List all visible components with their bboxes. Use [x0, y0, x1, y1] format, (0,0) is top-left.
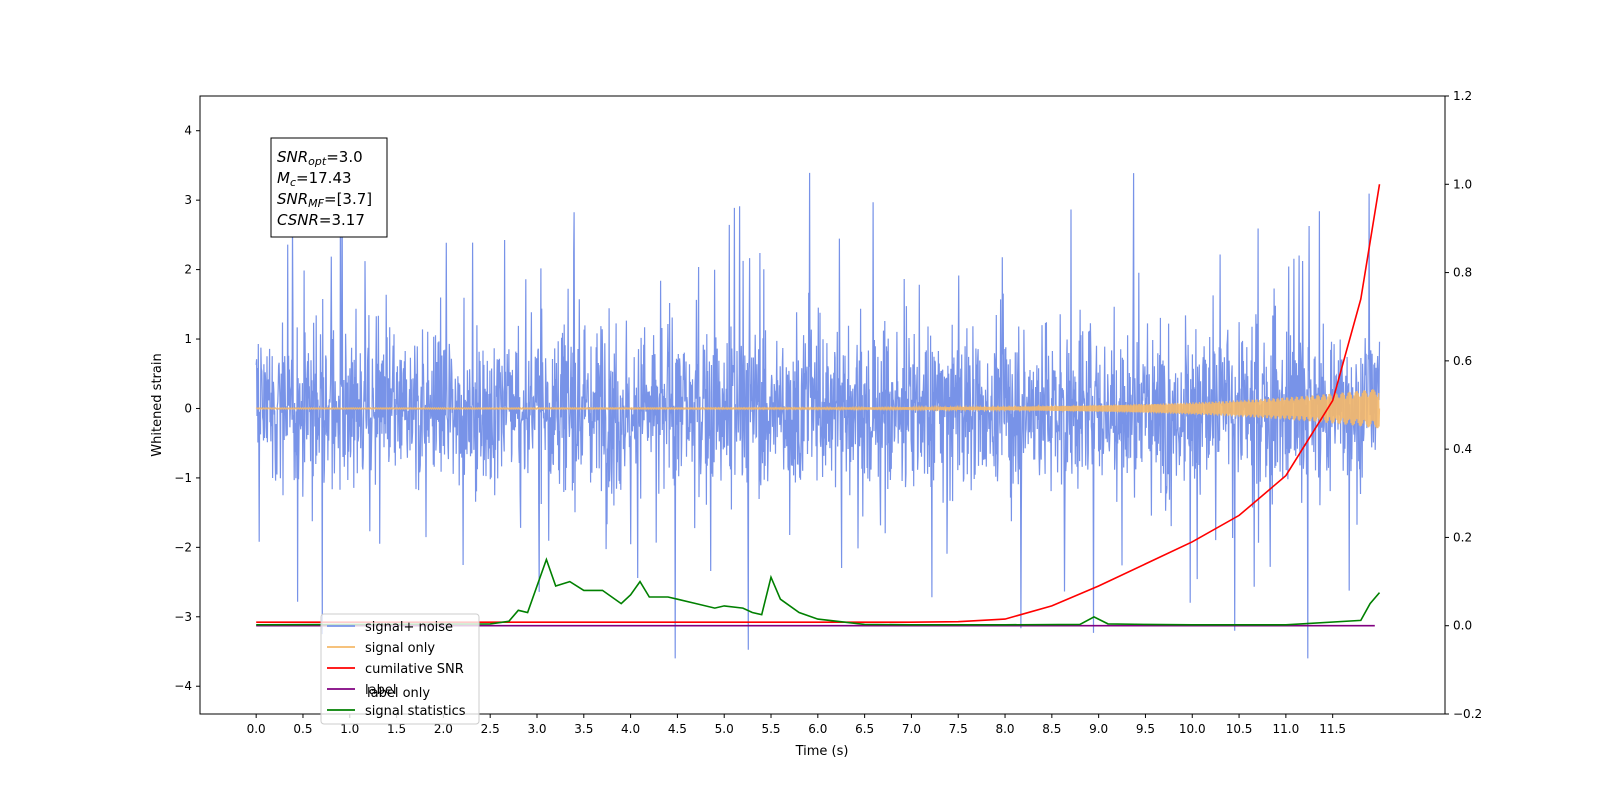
- signal-statistics-line: [256, 557, 1381, 626]
- x-tick-label: 11.0: [1273, 722, 1300, 736]
- x-tick-label: 10.0: [1179, 722, 1206, 736]
- x-tick-label: 4.0: [621, 722, 640, 736]
- x-tick-label: 0.0: [247, 722, 266, 736]
- signal-noise-line: [255, 166, 1381, 659]
- annotation-line: Mc=17.43: [277, 169, 352, 189]
- y-tick-label: 4: [184, 124, 192, 138]
- y2-tick-label: −0.2: [1453, 707, 1482, 721]
- y-axis-label: Whitened strain: [150, 353, 165, 456]
- y-tick-label: −1: [174, 471, 192, 485]
- y-axis-ticks: 4 3 2 1 0 −1 −2 −3 −4: [174, 124, 200, 693]
- x-tick-label: 8.0: [995, 722, 1014, 736]
- y-tick-label: 3: [184, 193, 192, 207]
- x-tick-label: 2.0: [434, 722, 453, 736]
- legend-label: signal only: [365, 641, 435, 656]
- x-axis-ticks: 0.0 0.5 1.0 1.5 2.0 2.5 3.0 3.5 4.0 4.5 5.0 5.5 6.0 6…: [247, 714, 1346, 736]
- y2-tick-label: 0.0: [1453, 619, 1472, 633]
- signal-noise-series: [255, 166, 1381, 659]
- annotation-frame: [270, 137, 388, 238]
- legend-ghost-label: label only: [367, 686, 430, 701]
- y2-tick-label: 0.2: [1453, 530, 1472, 544]
- legend-label: signal+ noise: [365, 620, 453, 635]
- x-tick-label: 2.5: [481, 722, 500, 736]
- x-tick-label: 1.5: [387, 722, 406, 736]
- x-tick-label: 1.0: [340, 722, 359, 736]
- legend: label only signal+ noise signal only cumila…: [320, 613, 480, 725]
- legend-label: label: [365, 683, 396, 698]
- x-tick-label: 10.5: [1226, 722, 1253, 736]
- cumilative-snr-line: [256, 184, 1381, 623]
- y2-tick-label: 0.4: [1453, 442, 1472, 456]
- y-tick-label: 1: [184, 332, 192, 346]
- y-tick-label: −3: [174, 610, 192, 624]
- legend-frame: [320, 613, 480, 725]
- x-tick-label: 6.0: [808, 722, 827, 736]
- plot-frame: [199, 95, 1446, 715]
- signal-only-series: [255, 389, 1381, 429]
- legend-label: cumilative SNR: [365, 662, 464, 677]
- x-tick-label: 3.5: [574, 722, 593, 736]
- y-tick-label: −2: [174, 540, 192, 554]
- y2-tick-label: 1.2: [1453, 89, 1472, 103]
- x-tick-label: 4.5: [668, 722, 687, 736]
- x-tick-label: 5.5: [761, 722, 780, 736]
- y2-tick-label: 0.8: [1453, 266, 1472, 280]
- y2-tick-label: 0.6: [1453, 354, 1472, 368]
- x-tick-label: 0.5: [293, 722, 312, 736]
- x-tick-label: 7.0: [902, 722, 921, 736]
- signal-only-line: [255, 389, 1381, 429]
- y2-axis-ticks: 1.2 1.0 0.8 0.6 0.4 0.2 0.0 −0.2: [1445, 89, 1482, 721]
- x-tick-label: 11.5: [1319, 722, 1346, 736]
- y-tick-label: 0: [184, 401, 192, 415]
- x-tick-label: 7.5: [949, 722, 968, 736]
- x-tick-label: 6.5: [855, 722, 874, 736]
- x-tick-label: 8.5: [1042, 722, 1061, 736]
- x-tick-label: 3.0: [527, 722, 546, 736]
- x-tick-label: 5.0: [715, 722, 734, 736]
- annotation-line: SNRopt=3.0: [277, 148, 363, 168]
- y-tick-label: 2: [184, 263, 192, 277]
- x-tick-label: 9.0: [1089, 722, 1108, 736]
- annotation-line: CSNR=3.17: [277, 211, 365, 229]
- x-tick-label: 9.5: [1136, 722, 1155, 736]
- annotation-line: SNRMF=[3.7]: [277, 190, 372, 210]
- y2-tick-label: 1.0: [1453, 177, 1472, 191]
- y-tick-label: −4: [174, 679, 192, 693]
- legend-label: signal statistics: [365, 704, 466, 719]
- x-axis-label: Time (s): [795, 744, 849, 759]
